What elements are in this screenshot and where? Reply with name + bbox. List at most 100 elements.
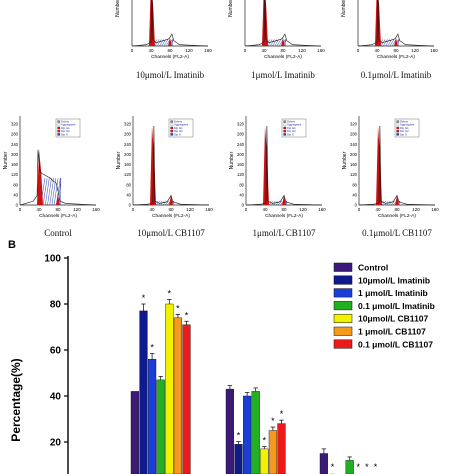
bar [319, 453, 329, 474]
x-tick-label: 0 [19, 207, 22, 212]
dip-s-hatch [163, 39, 169, 47]
histogram-legend-swatch [57, 133, 61, 136]
y-axis-label: Number [116, 151, 122, 169]
x-axis-label: Channels (FL2-A) [151, 54, 189, 60]
histogram-legend-swatch [57, 120, 61, 123]
histogram-caption: Control [44, 228, 72, 238]
significance-marker: * [331, 462, 335, 472]
y-tick-label: 280 [350, 132, 358, 137]
dip-g2-peak [394, 38, 398, 46]
legend-swatch [333, 313, 353, 323]
legend-label: 0.1 μmol/L Imatinib [358, 301, 435, 311]
y-tick-label: 280 [11, 132, 19, 137]
dip-g1-peak [149, 0, 155, 46]
histogram-outline [244, 0, 322, 47]
histogram-legend-label: Dip G1 [174, 126, 183, 130]
significance-marker: * [176, 303, 180, 313]
x-tick-label: 80 [394, 207, 400, 212]
bar [234, 444, 243, 474]
x-axis-label: Channels (FL2-A) [378, 213, 416, 219]
dip-s-hatch [390, 200, 396, 206]
histogram-legend-label: Dip G1 [400, 126, 409, 130]
dip-s-hatch [383, 39, 388, 47]
y-tick-label: 240 [11, 142, 19, 147]
dip-s-hatch [155, 200, 161, 206]
y-tick-label: 120 [237, 172, 245, 177]
histogram-caption: 0.1μmol/L CB1107 [362, 228, 432, 238]
x-tick-label: 40 [148, 48, 154, 53]
significance-marker: * [150, 342, 154, 352]
y-axis-label: Number [229, 151, 235, 169]
histogram-legend-swatch [396, 133, 400, 136]
histogram-legend-label: Debris [61, 120, 70, 124]
histogram-legend-label: Dip G2 [400, 129, 409, 133]
dip-s-hatch [276, 39, 282, 47]
x-axis-label: Channels (FL2-A) [265, 213, 303, 219]
x-axis-label: Channels (FL2-A) [264, 54, 302, 60]
histogram-legend-swatch [396, 120, 400, 123]
significance-marker: * [237, 431, 241, 441]
histogram-panel: Number 0 40 80 120 160 200 240 280 320 0 40 80 120 160… [342, 116, 439, 238]
x-tick-label: 0 [358, 207, 361, 212]
x-tick-label: 0 [244, 48, 247, 53]
dip-s-hatch [42, 178, 48, 206]
legend-swatch [333, 275, 353, 285]
histogram-legend-swatch [283, 130, 287, 133]
y-tick-label: 40 [13, 192, 18, 197]
histogram-panel: Number 0 40 80 120 160 200 240 280 320 0 40 80 120 160… [116, 116, 213, 238]
histogram-legend-swatch [170, 123, 174, 126]
y-tick-label: 320 [11, 122, 19, 127]
y-tick-label: 40 [239, 192, 244, 197]
histogram-legend-swatch [396, 126, 400, 130]
y-tick-label: 0 [355, 203, 358, 208]
x-tick-label: 80 [168, 207, 174, 212]
histogram-legend-label: Dip G2 [61, 129, 70, 133]
histogram-legend-label: Dip S [174, 132, 181, 136]
legend-swatch [333, 301, 353, 311]
x-tick-label: 160 [205, 207, 213, 212]
x-tick-label: 80 [280, 48, 286, 53]
y-tick-label: 0 [16, 203, 19, 208]
panel-b-label: B [8, 239, 16, 251]
dip-s-hatch [157, 39, 162, 47]
bar-chart-legend: Control 10μmol/L Imatinib 1 μmol/L Imatini… [333, 263, 435, 349]
dip-s-hatch [385, 39, 390, 47]
significance-marker: * [280, 409, 284, 419]
histogram-legend-swatch [57, 130, 61, 133]
y-tick-label: 200 [124, 152, 132, 157]
significance-marker: * [357, 462, 361, 472]
x-tick-label: 80 [281, 207, 287, 212]
legend-swatch [333, 339, 353, 349]
histogram-legend-swatch [283, 126, 287, 130]
y-tick-label: 240 [350, 142, 358, 147]
histogram-outline [19, 149, 97, 206]
legend-swatch [333, 288, 353, 298]
histogram-legend-swatch [170, 126, 174, 130]
histogram-legend-label: Dip G2 [287, 129, 296, 133]
bar-y-tick-label: 60 [50, 346, 62, 357]
dip-s-hatch [270, 39, 275, 47]
x-tick-label: 120 [299, 207, 307, 212]
bar [260, 448, 269, 474]
x-tick-label: 160 [430, 48, 438, 53]
x-tick-label: 120 [186, 207, 194, 212]
legend-swatch [333, 326, 353, 336]
dip-s-hatch [162, 200, 167, 206]
y-tick-label: 80 [352, 182, 357, 187]
dip-g2-peak [56, 195, 60, 205]
histogram-legend-label: Debris [174, 120, 183, 124]
y-tick-label: 40 [126, 192, 131, 197]
y-tick-label: 200 [237, 152, 245, 157]
bar [277, 423, 286, 474]
histogram-caption: 0.1μmol/L Imatinib [361, 70, 432, 80]
histogram-panel: Number 0 40 80 120 160 200 240 280 320 0 40 80 120 160… [229, 116, 326, 238]
significance-marker: * [185, 310, 189, 320]
y-tick-label: 240 [124, 142, 132, 147]
dip-s-hatch [161, 39, 166, 47]
bar [345, 460, 354, 474]
histogram-outline [245, 125, 323, 206]
dip-g2-peak [169, 195, 173, 205]
legend-label: 0.1 μmol/L CB1107 [358, 339, 433, 349]
dip-s-hatch [388, 200, 393, 206]
percentage-bar-chart: 20 40 60 80 100 Percentage(%) * * * * * * * * * * * * * [9, 254, 378, 474]
